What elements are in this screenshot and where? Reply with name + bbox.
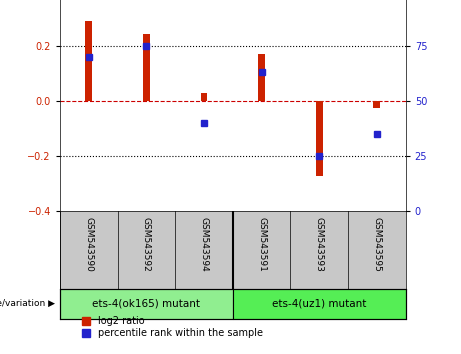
- Bar: [373, 101, 380, 108]
- Legend: log2 ratio, percentile rank within the sample: log2 ratio, percentile rank within the s…: [82, 316, 263, 338]
- Text: GSM543590: GSM543590: [84, 217, 93, 272]
- Text: GSM543595: GSM543595: [372, 217, 381, 272]
- Bar: [85, 21, 92, 101]
- Text: genotype/variation ▶: genotype/variation ▶: [0, 299, 55, 308]
- Bar: [258, 54, 265, 101]
- Bar: [143, 34, 150, 101]
- Text: GSM543591: GSM543591: [257, 217, 266, 272]
- Bar: [201, 93, 207, 101]
- Text: GSM543592: GSM543592: [142, 217, 151, 272]
- Bar: [233, 289, 406, 319]
- Text: GSM543594: GSM543594: [200, 217, 208, 272]
- Text: ets-4(uz1) mutant: ets-4(uz1) mutant: [272, 298, 366, 309]
- Bar: [60, 289, 233, 319]
- Bar: [316, 101, 323, 176]
- Text: ets-4(ok165) mutant: ets-4(ok165) mutant: [92, 298, 201, 309]
- Text: GSM543593: GSM543593: [315, 217, 324, 272]
